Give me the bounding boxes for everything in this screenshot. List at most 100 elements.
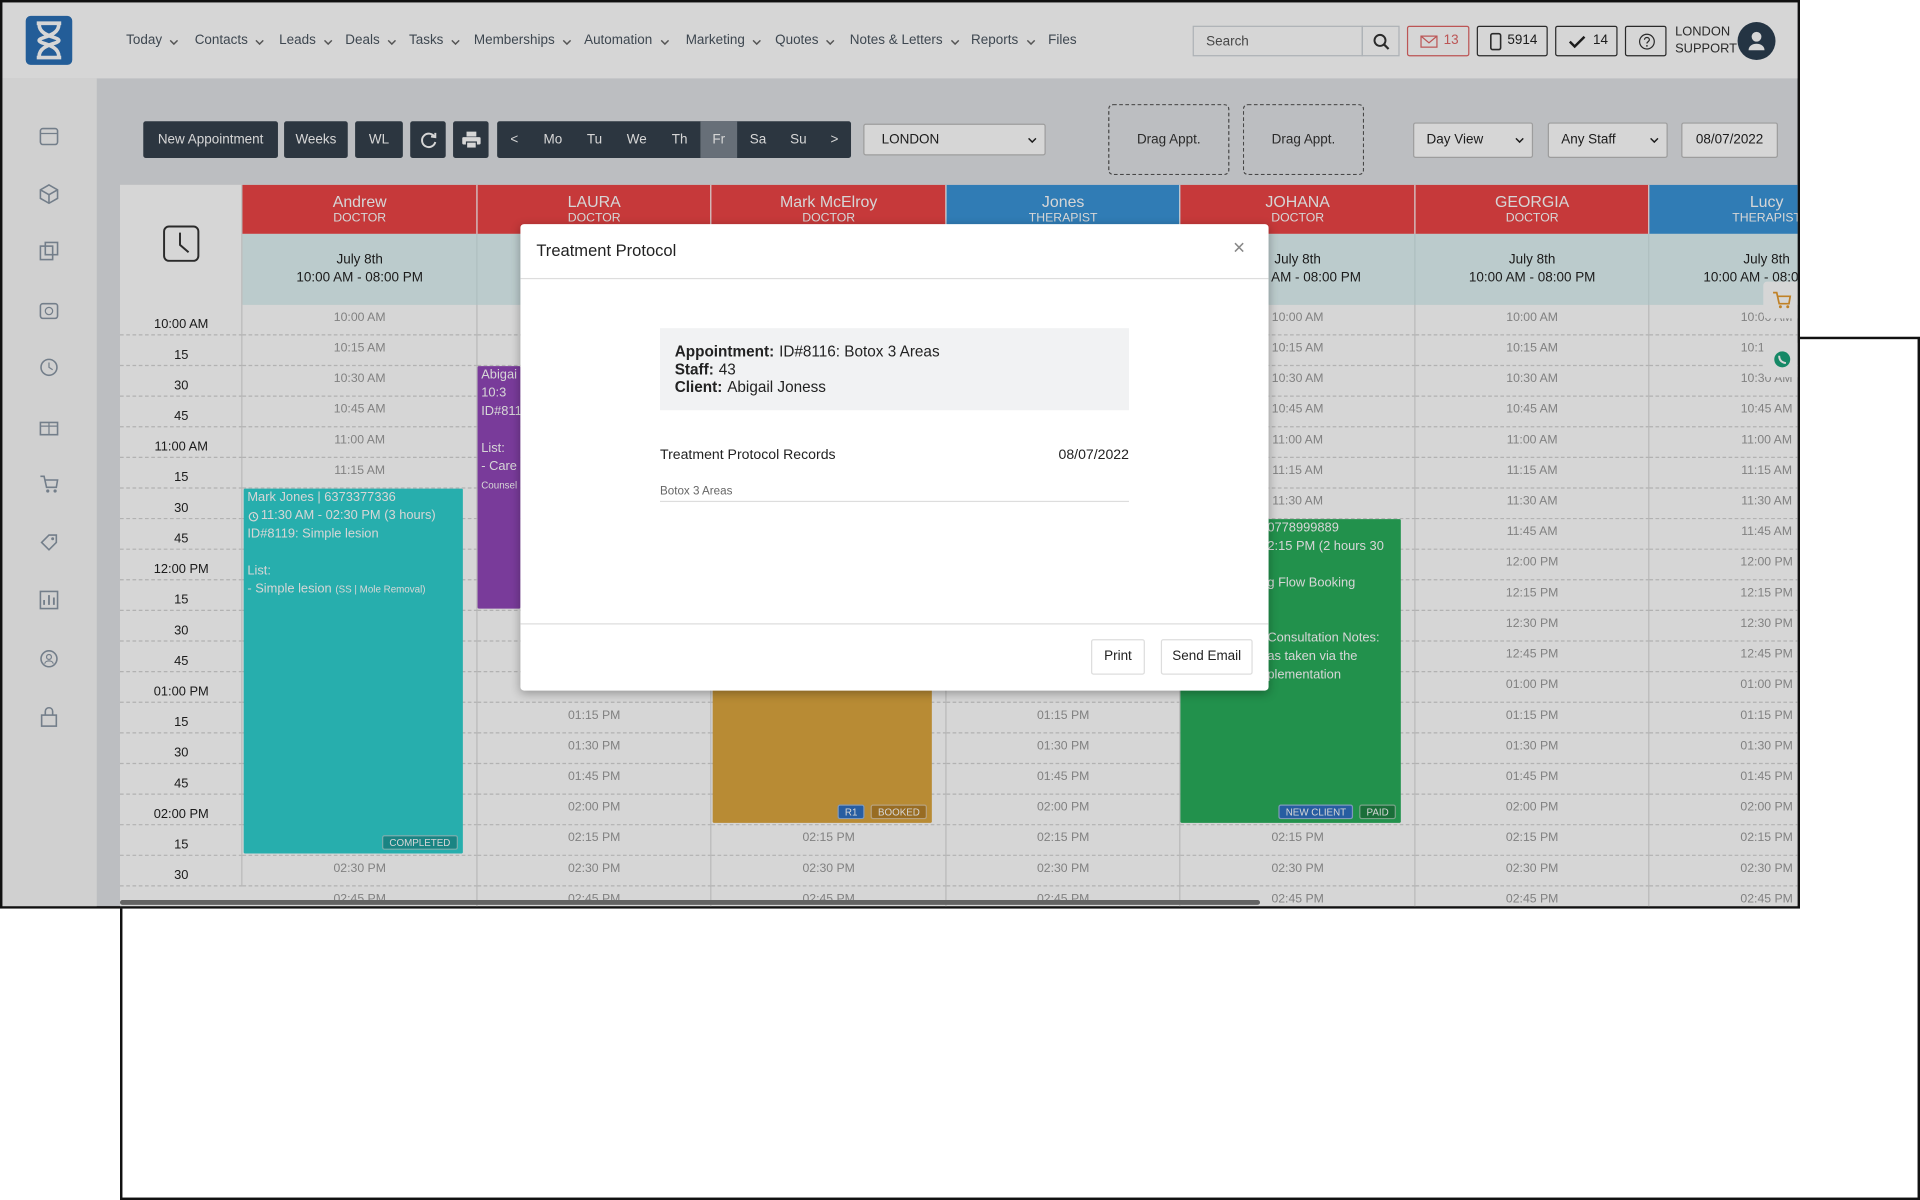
time-slot[interactable] <box>1414 427 1650 458</box>
print-button[interactable] <box>453 121 489 158</box>
nav-item[interactable]: Notes & Letters <box>849 33 943 48</box>
time-slot[interactable] <box>1414 611 1650 642</box>
time-slot[interactable] <box>945 794 1181 826</box>
time-slot[interactable] <box>711 886 946 907</box>
time-slot[interactable] <box>1180 886 1415 907</box>
location-select[interactable]: LONDON <box>863 123 1046 156</box>
day-button[interactable]: We <box>626 132 647 147</box>
time-slot[interactable] <box>1649 305 1798 336</box>
time-slot[interactable] <box>1414 366 1650 397</box>
time-slot[interactable] <box>476 855 712 887</box>
time-slot[interactable] <box>1180 825 1415 856</box>
time-slot[interactable] <box>1649 397 1798 428</box>
time-slot[interactable] <box>477 886 712 907</box>
time-slot[interactable] <box>711 794 946 826</box>
appointment[interactable]: Abigai 10:3 ID#811 List: - Care Counsel <box>477 366 521 609</box>
wl-button[interactable]: WL <box>355 121 403 158</box>
time-slot[interactable] <box>1649 825 1798 856</box>
time-slot[interactable] <box>1414 335 1650 367</box>
search-button[interactable] <box>1361 25 1400 57</box>
day-button[interactable]: Tu <box>586 132 603 147</box>
time-slot[interactable] <box>1414 702 1650 734</box>
time-slot[interactable] <box>1649 366 1798 397</box>
cart-float-button[interactable] <box>1763 281 1798 319</box>
time-slot[interactable] <box>1414 794 1650 826</box>
date-input[interactable]: 08/07/2022 <box>1681 122 1778 158</box>
time-slot[interactable] <box>1415 886 1650 907</box>
time-slot[interactable] <box>1649 642 1798 673</box>
nav-item[interactable]: Marketing <box>685 33 745 48</box>
refresh-button[interactable] <box>410 121 446 158</box>
horizontal-scrollbar[interactable] <box>120 900 1261 905</box>
time-slot[interactable] <box>1180 457 1415 489</box>
time-slot[interactable] <box>945 825 1181 856</box>
call-float-button[interactable] <box>1763 342 1798 378</box>
time-slot[interactable] <box>1414 855 1650 887</box>
time-slot[interactable] <box>1649 795 1798 826</box>
time-slot[interactable] <box>945 764 1181 795</box>
nav-item[interactable]: Memberships <box>473 33 555 48</box>
time-slot[interactable] <box>1649 427 1798 458</box>
drag-appointment-slot[interactable]: Drag Appt. <box>1108 104 1230 176</box>
time-slot[interactable] <box>1414 457 1650 489</box>
time-slot[interactable] <box>1414 519 1650 550</box>
time-slot[interactable] <box>476 825 712 856</box>
time-slot[interactable] <box>242 366 477 397</box>
time-slot[interactable] <box>1649 336 1798 367</box>
record-item[interactable]: Botox 3 Areas <box>660 484 733 499</box>
time-slot[interactable] <box>1649 458 1798 489</box>
tasks-button[interactable]: 14 <box>1555 25 1618 57</box>
time-slot[interactable] <box>1414 488 1650 520</box>
time-slot[interactable] <box>1414 733 1650 765</box>
day-button[interactable]: > <box>830 132 839 147</box>
time-slot[interactable] <box>1414 396 1650 428</box>
modal-close[interactable]: × <box>1233 236 1246 260</box>
time-slot[interactable] <box>1414 825 1650 856</box>
nav-item[interactable]: Tasks <box>408 33 444 48</box>
help-button[interactable] <box>1624 25 1667 57</box>
time-slot[interactable] <box>1180 304 1415 336</box>
time-slot[interactable] <box>1414 304 1650 336</box>
nav-item[interactable]: Today <box>126 33 163 48</box>
nav-item[interactable]: Reports <box>971 33 1019 48</box>
time-slot[interactable] <box>1649 550 1798 581</box>
avatar[interactable] <box>1737 22 1776 61</box>
time-slot[interactable] <box>945 733 1181 765</box>
new-appointment-button[interactable]: New Appointment <box>143 121 278 158</box>
time-slot[interactable] <box>1414 641 1650 673</box>
time-slot[interactable] <box>242 304 477 336</box>
time-slot[interactable] <box>1414 549 1650 581</box>
time-slot[interactable] <box>1649 856 1798 887</box>
time-slot[interactable] <box>242 457 477 489</box>
phone-button[interactable]: 5914 <box>1476 25 1548 57</box>
weeks-button[interactable]: Weeks <box>284 121 348 158</box>
view-select[interactable]: Day View <box>1413 122 1534 158</box>
time-slot[interactable] <box>1180 335 1415 367</box>
drag-appointment-slot[interactable]: Drag Appt. <box>1242 104 1365 176</box>
appointment[interactable]: Mark Jones | 6373377336 11:30 AM - 02:30 … <box>243 488 463 854</box>
time-slot[interactable] <box>1414 672 1650 703</box>
time-slot[interactable] <box>945 702 1181 734</box>
day-button[interactable]: Su <box>790 132 807 147</box>
time-slot[interactable] <box>476 794 712 826</box>
modal-button[interactable]: Send Email <box>1160 639 1253 675</box>
time-slot[interactable] <box>242 825 477 856</box>
time-slot[interactable] <box>1649 764 1798 795</box>
time-slot[interactable] <box>1180 794 1415 826</box>
time-slot[interactable] <box>1180 427 1415 458</box>
time-slot[interactable] <box>476 733 712 765</box>
time-slot[interactable] <box>1414 580 1650 612</box>
time-slot[interactable] <box>1649 580 1798 612</box>
time-slot[interactable] <box>1649 519 1798 550</box>
nav-item[interactable]: Contacts <box>194 33 248 48</box>
time-slot[interactable] <box>1180 396 1415 428</box>
time-slot[interactable] <box>1649 703 1798 734</box>
day-button[interactable]: < <box>510 132 519 147</box>
time-slot[interactable] <box>1649 489 1798 520</box>
time-slot[interactable] <box>1649 611 1798 642</box>
time-slot[interactable] <box>476 764 712 795</box>
time-slot[interactable] <box>711 855 946 887</box>
time-slot[interactable] <box>1649 672 1798 703</box>
time-slot[interactable] <box>1180 855 1415 887</box>
time-slot[interactable] <box>945 855 1181 887</box>
